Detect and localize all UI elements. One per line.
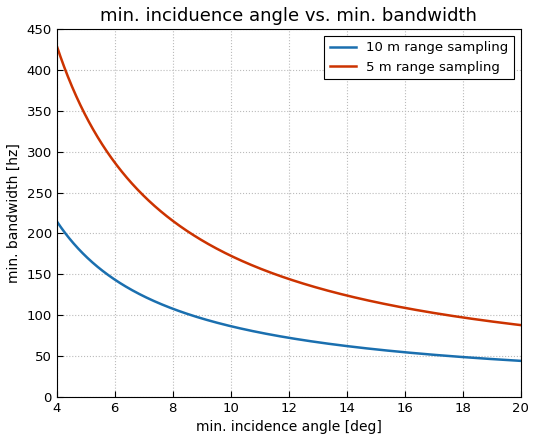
- Line: 10 m range sampling: 10 m range sampling: [57, 221, 520, 361]
- 10 m range sampling: [258, 330, 264, 336]
- 10 m range sampling: [517, 358, 524, 363]
- 5 m range sampling: [241, 259, 248, 265]
- 10 m range sampling: [54, 219, 60, 224]
- 5 m range sampling: [415, 308, 422, 313]
- 5 m range sampling: [372, 299, 378, 305]
- 5 m range sampling: [517, 322, 524, 328]
- 10 m range sampling: [241, 327, 248, 332]
- 5 m range sampling: [258, 266, 264, 272]
- X-axis label: min. incidence angle [deg]: min. incidence angle [deg]: [196, 420, 382, 434]
- Legend: 10 m range sampling, 5 m range sampling: 10 m range sampling, 5 m range sampling: [324, 36, 514, 79]
- Title: min. inciduence angle vs. min. bandwidth: min. inciduence angle vs. min. bandwidth: [100, 7, 477, 25]
- 5 m range sampling: [54, 43, 60, 49]
- 10 m range sampling: [101, 269, 107, 275]
- 5 m range sampling: [101, 145, 107, 150]
- Line: 5 m range sampling: 5 m range sampling: [57, 46, 520, 325]
- Y-axis label: min. bandwidth [hz]: min. bandwidth [hz]: [7, 143, 21, 283]
- 10 m range sampling: [423, 351, 430, 357]
- 10 m range sampling: [415, 351, 422, 356]
- 10 m range sampling: [372, 347, 378, 352]
- 5 m range sampling: [423, 309, 430, 314]
